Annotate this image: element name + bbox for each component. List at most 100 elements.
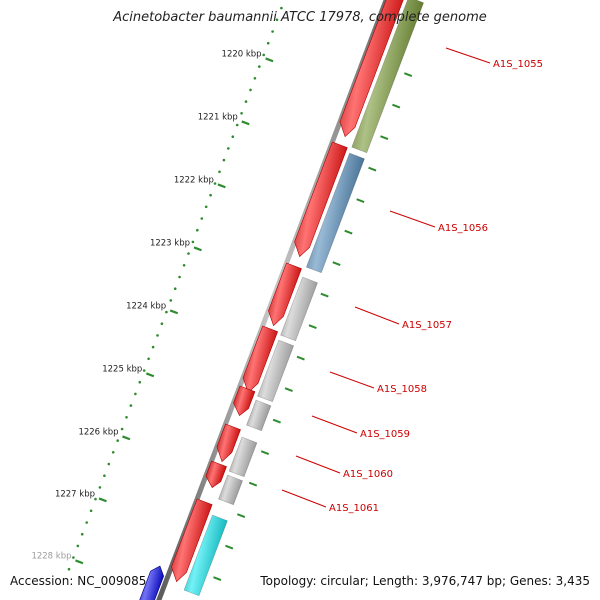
gene-leader-line xyxy=(311,415,358,434)
ruler-dot xyxy=(266,41,270,45)
inner-tick xyxy=(213,576,222,581)
ruler-dot xyxy=(111,451,115,454)
ruler-tick xyxy=(122,435,131,441)
inner-tick xyxy=(332,261,341,266)
ruler-label: 1221 kbp xyxy=(198,112,238,122)
cds-arrow xyxy=(339,0,404,138)
gene-leader-line xyxy=(329,371,375,389)
inner-tick xyxy=(380,135,389,140)
inner-tick xyxy=(368,166,377,172)
gene-label: A1S_1061 xyxy=(329,503,379,514)
gene-leader-line xyxy=(445,47,491,64)
ruler-dot xyxy=(107,462,111,466)
inner-tick xyxy=(320,292,329,298)
ruler-dot xyxy=(258,65,261,68)
cog-bar xyxy=(228,436,258,478)
cog-track xyxy=(183,0,424,597)
gene-leader-line xyxy=(295,455,341,474)
ruler-tick xyxy=(169,309,179,315)
ruler-dot xyxy=(200,217,204,220)
ruler-dot xyxy=(156,334,159,337)
ruler-dot xyxy=(147,357,150,361)
ruler-dot xyxy=(262,53,266,57)
ruler-dot xyxy=(204,205,208,209)
ruler-dot xyxy=(218,170,221,174)
ruler-label: 1225 kbp xyxy=(102,364,142,374)
ruler-tick xyxy=(145,372,155,378)
ruler-dot xyxy=(271,30,274,33)
ruler-label: 1223 kbp xyxy=(150,238,190,248)
ruler-dot xyxy=(209,193,212,197)
ruler-dot xyxy=(178,275,181,279)
cds-arrow xyxy=(294,141,348,258)
cds-arrow xyxy=(242,325,279,394)
gene-label: A1S_1058 xyxy=(377,384,427,395)
cog-bar xyxy=(280,276,318,342)
ruler-dot xyxy=(89,509,93,513)
ruler-dot xyxy=(142,369,146,372)
ruler-dot xyxy=(173,287,177,291)
gene-label: A1S_1059 xyxy=(360,429,410,440)
cds-arrow-reverse xyxy=(139,565,165,600)
ruler-tick xyxy=(75,559,84,565)
ruler-dot xyxy=(67,567,71,571)
inner-tick xyxy=(225,544,234,550)
inner-tick xyxy=(284,387,293,392)
ruler-dot xyxy=(191,240,195,244)
ruler-dot xyxy=(76,544,80,548)
topology-text: Topology: circular; Length: 3,976,747 bp… xyxy=(260,574,590,588)
inner-tick xyxy=(296,355,305,361)
gene-label: A1S_1055 xyxy=(493,59,543,70)
ruler-dot xyxy=(151,345,155,349)
cds-track xyxy=(139,0,404,600)
ruler-dot xyxy=(160,322,164,326)
ruler-dot xyxy=(72,556,75,559)
ruler-dot xyxy=(103,474,106,478)
cog-bar xyxy=(257,339,295,403)
gene-leader-line xyxy=(389,210,436,228)
ruler-label: 1222 kbp xyxy=(174,175,214,185)
ruler-dot xyxy=(275,18,279,22)
cog-bar xyxy=(246,399,272,432)
accession-text: Accession: NC_009085 xyxy=(10,574,147,588)
gene-label: A1S_1060 xyxy=(343,469,393,480)
ruler-dot xyxy=(235,123,239,127)
ruler-dot xyxy=(80,532,84,536)
inner-tick xyxy=(260,450,270,455)
cds-arrow xyxy=(268,262,302,327)
cog-bar xyxy=(183,514,228,597)
ruler-label: 1228 kbp xyxy=(31,551,71,561)
ruler: 1220 kbp 1221 kbp 1222 kbp 1223 kbp 1224 kbp… xyxy=(31,6,413,581)
ruler-dot xyxy=(98,486,102,489)
ruler-dot xyxy=(249,88,252,92)
ruler-label: 1227 kbp xyxy=(55,489,95,499)
ruler-dot xyxy=(231,135,235,138)
ruler-dot xyxy=(85,521,88,524)
gene-label: A1S_1057 xyxy=(402,320,452,331)
ruler-dot xyxy=(187,252,190,255)
inner-tick xyxy=(308,324,317,329)
inner-tick xyxy=(272,418,281,424)
ruler-dot xyxy=(280,6,283,10)
ruler-dot xyxy=(227,147,230,150)
genome-title: Acinetobacter baumannii ATCC 17978, comp… xyxy=(113,10,487,25)
ruler-label: 1226 kbp xyxy=(78,427,118,437)
inner-tick xyxy=(237,513,246,518)
gene-label-track: A1S_1055 A1S_1056 A1S_1057 A1S_1058 A1S_1059… xyxy=(281,47,543,514)
ruler-tick xyxy=(217,183,226,189)
inner-tick xyxy=(344,229,353,235)
ruler-dot xyxy=(120,427,124,431)
cog-bar xyxy=(218,474,243,506)
inner-tick xyxy=(356,198,365,203)
gene-leader-line xyxy=(281,489,327,508)
gene-label: A1S_1056 xyxy=(438,223,488,234)
ruler-dot xyxy=(244,100,248,103)
ruler-dot xyxy=(196,228,199,232)
gene-leader-line xyxy=(354,306,400,325)
inner-tick xyxy=(248,481,258,487)
cds-arrow xyxy=(216,423,241,463)
ruler-dot xyxy=(182,264,186,267)
ruler-dot xyxy=(116,439,119,442)
ruler-tick xyxy=(265,57,274,63)
